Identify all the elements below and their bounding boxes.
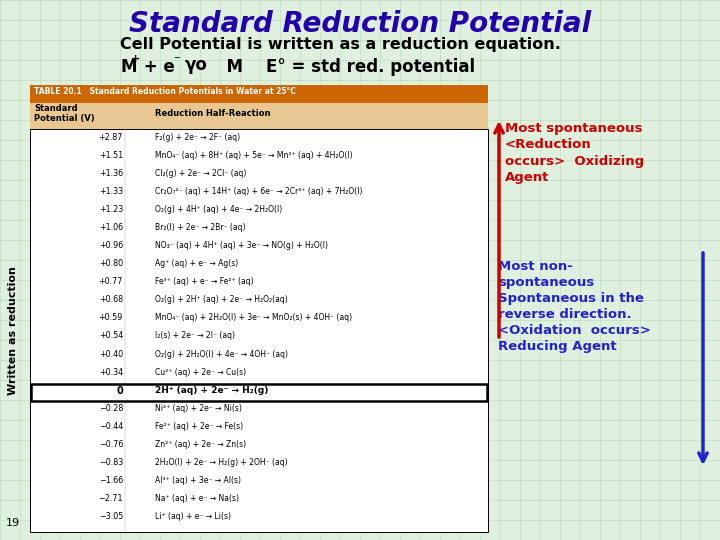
- Text: −3.05: −3.05: [99, 512, 123, 521]
- Text: 19: 19: [6, 518, 20, 528]
- Text: +1.23: +1.23: [99, 205, 123, 214]
- Text: M: M: [120, 58, 137, 76]
- Text: NO₃⁻ (aq) + 4H⁺ (aq) + 3e⁻ → NO(g) + H₂O(l): NO₃⁻ (aq) + 4H⁺ (aq) + 3e⁻ → NO(g) + H₂O…: [155, 241, 328, 250]
- Text: Fe³⁺ (aq) + e⁻ → Fe²⁺ (aq): Fe³⁺ (aq) + e⁻ → Fe²⁺ (aq): [155, 277, 253, 286]
- Text: +0.77: +0.77: [99, 277, 123, 286]
- Text: Most spontaneous
<Reduction
occurs>  Oxidizing
Agent: Most spontaneous <Reduction occurs> Oxid…: [505, 122, 644, 185]
- Text: MnO₄⁻ (aq) + 8H⁺ (aq) + 5e⁻ → Mn²⁺ (aq) + 4H₂O(l): MnO₄⁻ (aq) + 8H⁺ (aq) + 5e⁻ → Mn²⁺ (aq) …: [155, 151, 353, 160]
- Text: +1.06: +1.06: [99, 223, 123, 232]
- Bar: [31, 384, 487, 401]
- Text: Standard
Potential (V): Standard Potential (V): [34, 104, 94, 124]
- Text: M    E° = std red. potential: M E° = std red. potential: [215, 58, 475, 76]
- Text: Cell Potential is written as a reduction equation.: Cell Potential is written as a reduction…: [120, 37, 560, 52]
- Text: Na⁺ (aq) + e⁻ → Na(s): Na⁺ (aq) + e⁻ → Na(s): [155, 494, 239, 503]
- Text: +: +: [131, 54, 140, 64]
- Text: Standard Reduction Potential: Standard Reduction Potential: [129, 10, 591, 38]
- Text: I₂(s) + 2e⁻ → 2I⁻ (aq): I₂(s) + 2e⁻ → 2I⁻ (aq): [155, 332, 235, 341]
- Text: 0: 0: [116, 386, 123, 396]
- Text: +1.51: +1.51: [99, 151, 123, 160]
- Text: Ni²⁺ (aq) + 2e⁻ → Ni(s): Ni²⁺ (aq) + 2e⁻ → Ni(s): [155, 404, 242, 413]
- Text: Cu²⁺ (aq) + 2e⁻ → Cu(s): Cu²⁺ (aq) + 2e⁻ → Cu(s): [155, 368, 246, 376]
- Text: Zn²⁺ (aq) + 2e⁻ → Zn(s): Zn²⁺ (aq) + 2e⁻ → Zn(s): [155, 440, 246, 449]
- Bar: [30, 103, 488, 129]
- Text: +0.80: +0.80: [99, 259, 123, 268]
- Bar: [30, 129, 488, 532]
- Text: +0.68: +0.68: [99, 295, 123, 305]
- Text: −1.66: −1.66: [99, 476, 123, 485]
- Text: −0.28: −0.28: [99, 404, 123, 413]
- Bar: [30, 85, 488, 103]
- Text: Cl₂(g) + 2e⁻ → 2Cl⁻ (aq): Cl₂(g) + 2e⁻ → 2Cl⁻ (aq): [155, 169, 246, 178]
- Text: Al³⁺ (aq) + 3e⁻ → Al(s): Al³⁺ (aq) + 3e⁻ → Al(s): [155, 476, 241, 485]
- Text: +2.87: +2.87: [99, 133, 123, 141]
- Text: Li⁺ (aq) + e⁻ → Li(s): Li⁺ (aq) + e⁻ → Li(s): [155, 512, 231, 521]
- Text: Br₂(l) + 2e⁻ → 2Br⁻ (aq): Br₂(l) + 2e⁻ → 2Br⁻ (aq): [155, 223, 246, 232]
- Text: F₂(g) + 2e⁻ → 2F⁻ (aq): F₂(g) + 2e⁻ → 2F⁻ (aq): [155, 133, 240, 141]
- Text: MnO₄⁻ (aq) + 2H₂O(l) + 3e⁻ → MnO₂(s) + 4OH⁻ (aq): MnO₄⁻ (aq) + 2H₂O(l) + 3e⁻ → MnO₂(s) + 4…: [155, 313, 352, 322]
- Text: O₂(g) + 4H⁺ (aq) + 4e⁻ → 2H₂O(l): O₂(g) + 4H⁺ (aq) + 4e⁻ → 2H₂O(l): [155, 205, 282, 214]
- Text: Cr₂O₇²⁻ (aq) + 14H⁺ (aq) + 6e⁻ → 2Cr³⁺ (aq) + 7H₂O(l): Cr₂O₇²⁻ (aq) + 14H⁺ (aq) + 6e⁻ → 2Cr³⁺ (…: [155, 187, 362, 196]
- Text: O₂(g) + 2H₂O(l) + 4e⁻ → 4OH⁻ (aq): O₂(g) + 2H₂O(l) + 4e⁻ → 4OH⁻ (aq): [155, 349, 288, 359]
- Text: ⁻: ⁻: [173, 54, 179, 67]
- Text: Most non-
spontaneous
Spontaneous in the
reverse direction.
<Oxidation  occurs>
: Most non- spontaneous Spontaneous in the…: [498, 260, 651, 353]
- Text: +0.40: +0.40: [99, 349, 123, 359]
- Text: TABLE 20.1   Standard Reduction Potentials in Water at 25°C: TABLE 20.1 Standard Reduction Potentials…: [34, 87, 296, 96]
- Text: −0.83: −0.83: [99, 458, 123, 467]
- Text: Written as reduction: Written as reduction: [8, 266, 18, 395]
- Text: −2.71: −2.71: [99, 494, 123, 503]
- Text: Reduction Half-Reaction: Reduction Half-Reaction: [155, 109, 271, 118]
- Text: −0.76: −0.76: [99, 440, 123, 449]
- Text: Fe²⁺ (aq) + 2e⁻ → Fe(s): Fe²⁺ (aq) + 2e⁻ → Fe(s): [155, 422, 243, 431]
- Text: γo: γo: [185, 56, 208, 74]
- Text: +0.59: +0.59: [99, 313, 123, 322]
- Text: 2H₂O(l) + 2e⁻ → H₂(g) + 2OH⁻ (aq): 2H₂O(l) + 2e⁻ → H₂(g) + 2OH⁻ (aq): [155, 458, 287, 467]
- Text: −0.44: −0.44: [99, 422, 123, 431]
- Text: +1.33: +1.33: [99, 187, 123, 196]
- Text: +0.54: +0.54: [99, 332, 123, 341]
- Text: +1.36: +1.36: [99, 169, 123, 178]
- Text: + e: + e: [138, 58, 175, 76]
- Text: +0.34: +0.34: [99, 368, 123, 376]
- Text: 2H⁺ (aq) + 2e⁻ → H₂(g): 2H⁺ (aq) + 2e⁻ → H₂(g): [155, 386, 269, 395]
- Text: Ag⁺ (aq) + e⁻ → Ag(s): Ag⁺ (aq) + e⁻ → Ag(s): [155, 259, 238, 268]
- Text: O₂(g) + 2H⁺ (aq) + 2e⁻ → H₂O₂(aq): O₂(g) + 2H⁺ (aq) + 2e⁻ → H₂O₂(aq): [155, 295, 288, 305]
- Text: +0.96: +0.96: [99, 241, 123, 250]
